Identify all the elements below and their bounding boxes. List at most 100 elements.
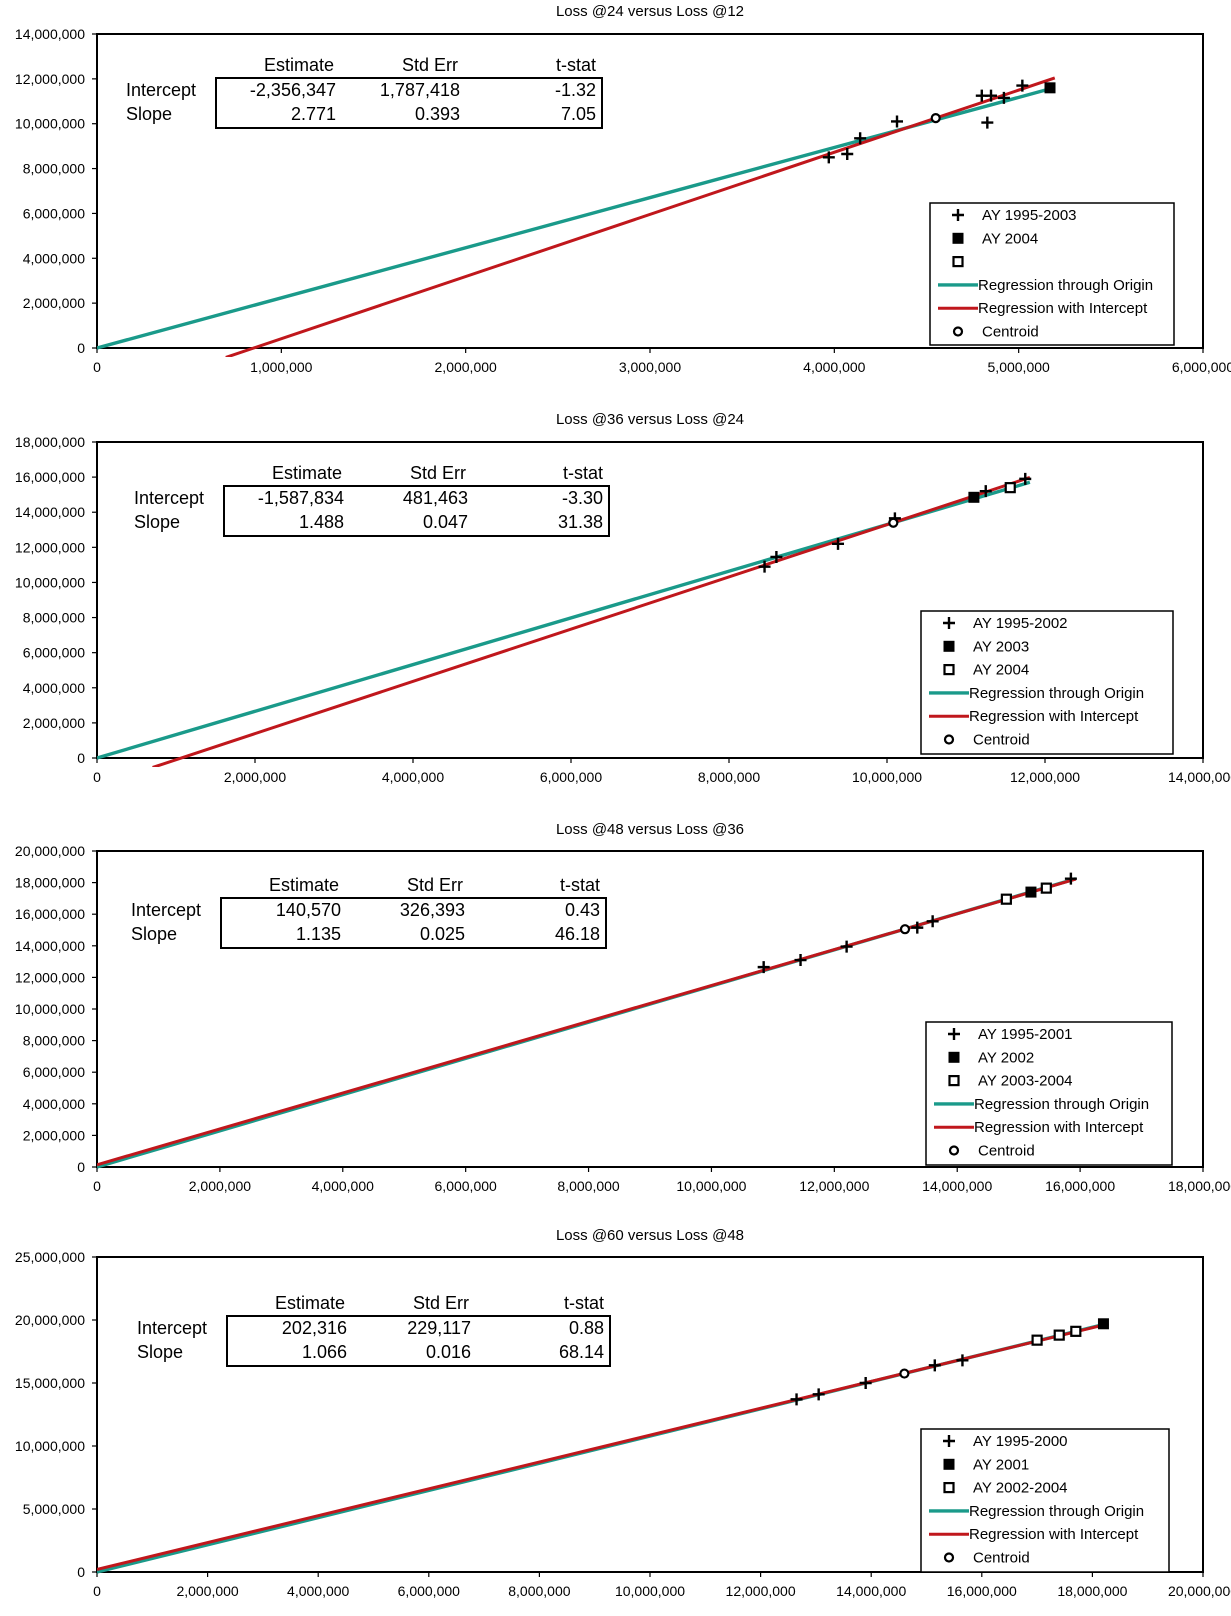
x-tick-label: 0	[93, 1583, 101, 1599]
legend-label: Regression with Intercept	[969, 708, 1139, 725]
stats-value: 1.135	[296, 924, 341, 944]
y-tick-label: 0	[77, 1564, 85, 1580]
data-point-plus	[840, 940, 853, 953]
stats-row-label: Slope	[134, 512, 180, 532]
x-tick-label: 14,000,000	[922, 1178, 992, 1194]
stats-row-label: Slope	[126, 104, 172, 124]
data-point-circle	[888, 517, 899, 528]
chart-title: Loss @48 versus Loss @36	[556, 821, 744, 838]
stats-header: t-stat	[556, 55, 596, 75]
legend-marker	[943, 1458, 955, 1470]
stats-header: Std Err	[413, 1293, 469, 1313]
stats-row-label: Intercept	[137, 1318, 207, 1338]
legend-marker	[948, 1074, 960, 1087]
legend-label: AY 2003	[973, 638, 1029, 655]
x-tick-label: 18,000,000	[1168, 1178, 1231, 1194]
legend-marker	[948, 1028, 960, 1040]
x-tick-label: 1,000,000	[250, 359, 312, 375]
stats-value: -1.32	[555, 80, 596, 100]
stats-value: 7.05	[561, 104, 596, 124]
x-tick-label: 6,000,000	[1172, 359, 1231, 375]
x-tick-label: 2,000,000	[176, 1583, 238, 1599]
stats-value: 0.016	[426, 1342, 471, 1362]
stats-value: 2.771	[291, 104, 336, 124]
y-tick-label: 12,000,000	[15, 969, 85, 985]
stats-value: 68.14	[559, 1342, 604, 1362]
data-point-plus	[985, 89, 998, 102]
regression-with-intercept-line	[152, 475, 1031, 767]
legend-label: AY 2003-2004	[978, 1073, 1073, 1090]
data-point-open-square	[1070, 1325, 1082, 1337]
data-point-open-square	[1000, 893, 1012, 905]
x-tick-label: 2,000,000	[435, 359, 497, 375]
y-tick-label: 2,000,000	[23, 295, 85, 311]
stats-value: 0.047	[423, 512, 468, 532]
x-tick-label: 4,000,000	[382, 769, 444, 785]
x-tick-label: 16,000,000	[1045, 1178, 1115, 1194]
y-tick-label: 12,000,000	[15, 71, 85, 87]
x-tick-label: 14,000,000	[1168, 769, 1231, 785]
stats-header: t-stat	[560, 875, 600, 895]
legend-label: AY 1995-2001	[978, 1026, 1073, 1043]
stats-table-box	[226, 1315, 611, 1367]
data-point-open-square	[1040, 882, 1052, 894]
legend-marker	[943, 640, 955, 652]
legend-marker	[943, 1552, 955, 1563]
y-tick-label: 15,000,000	[15, 1375, 85, 1391]
legend-label: Regression through Origin	[969, 685, 1144, 702]
x-tick-label: 5,000,000	[988, 359, 1050, 375]
plot-area	[96, 1256, 1204, 1573]
y-tick-label: 2,000,000	[23, 715, 85, 731]
stats-value: 46.18	[555, 924, 600, 944]
legend-marker	[943, 663, 955, 676]
legend-marker	[948, 1051, 960, 1063]
stats-row-label: Intercept	[134, 488, 204, 508]
data-point-plus	[758, 560, 771, 573]
stats-value: 229,117	[407, 1318, 471, 1338]
stats-value: 1.066	[302, 1342, 347, 1362]
x-tick-label: 6,000,000	[540, 769, 602, 785]
stats-value: -1,587,834	[258, 488, 344, 508]
y-tick-label: 20,000,000	[15, 843, 85, 859]
y-tick-label: 14,000,000	[15, 938, 85, 954]
y-tick-label: 4,000,000	[23, 1096, 85, 1112]
chart-panel-4: Loss @60 versus Loss @48 0 5,000,000 10,000…	[15, 1227, 1231, 1599]
x-tick-label: 16,000,000	[947, 1583, 1017, 1599]
legend-marker	[943, 1435, 955, 1447]
stats-value: 1,787,418	[380, 80, 460, 100]
chart-title: Loss @24 versus Loss @12	[556, 3, 744, 20]
regression-lines	[97, 475, 1031, 767]
data-point-plus	[812, 1388, 825, 1401]
legend-box	[920, 1428, 1170, 1573]
x-tick-label: 2,000,000	[224, 769, 286, 785]
data-point-circle	[930, 113, 941, 124]
legend-label: AY 2002-2004	[973, 1480, 1068, 1497]
legend-box	[920, 610, 1174, 755]
legend-marker	[943, 1481, 955, 1494]
stats-value: 0.88	[569, 1318, 604, 1338]
x-tick-label: 6,000,000	[398, 1583, 460, 1599]
x-tick-label: 2,000,000	[189, 1178, 251, 1194]
y-tick-label: 18,000,000	[15, 434, 85, 450]
legend-box	[929, 202, 1175, 346]
legend-marker	[952, 326, 964, 337]
x-tick-label: 8,000,000	[698, 769, 760, 785]
stats-table-box	[223, 485, 610, 537]
stats-header: Estimate	[269, 875, 339, 895]
x-tick-label: 12,000,000	[799, 1178, 869, 1194]
y-tick-label: 4,000,000	[23, 250, 85, 266]
y-tick-label: 8,000,000	[23, 610, 85, 626]
x-tick-label: 14,000,000	[836, 1583, 906, 1599]
stats-row-label: Slope	[131, 924, 177, 944]
chart-panel-3: Loss @48 versus Loss @36 0 2,000,000 4,000,…	[15, 821, 1231, 1194]
data-point-plus	[891, 115, 904, 128]
legend-label: Regression with Intercept	[978, 300, 1148, 317]
y-tick-label: 16,000,000	[15, 906, 85, 922]
data-point-plus	[770, 550, 783, 563]
stats-value: 0.025	[420, 924, 465, 944]
y-tick-label: 5,000,000	[23, 1501, 85, 1517]
y-tick-label: 10,000,000	[15, 1438, 85, 1454]
y-tick-label: 12,000,000	[15, 539, 85, 555]
legend-marker	[943, 617, 955, 629]
legend-marker	[952, 256, 964, 268]
